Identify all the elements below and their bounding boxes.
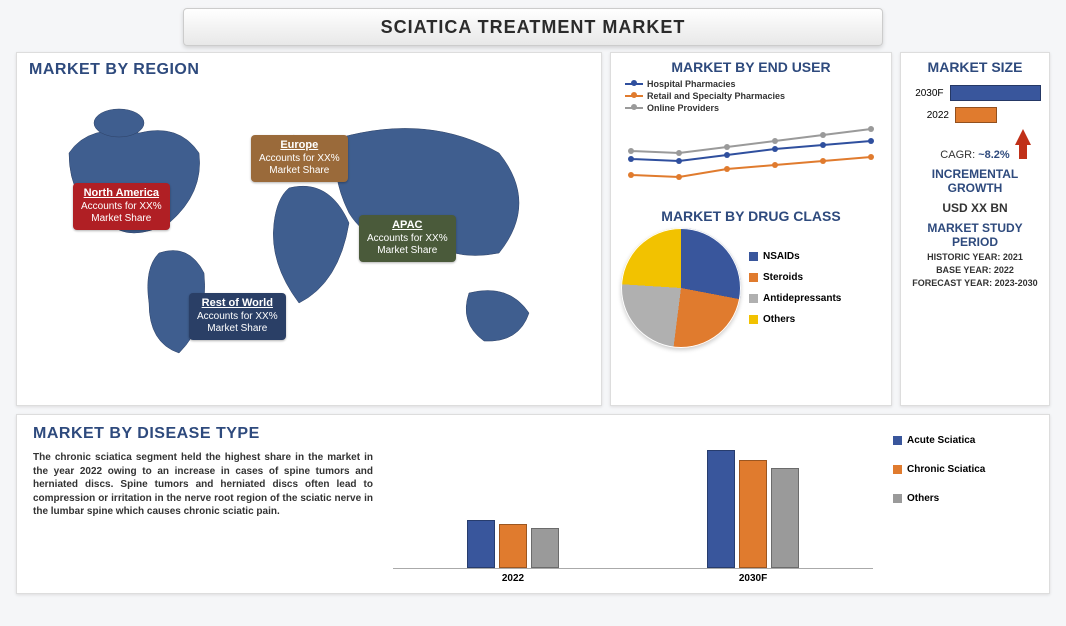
disease-panel: MARKET BY DISEASE TYPE The chronic sciat… <box>16 414 1050 594</box>
bar <box>531 528 559 568</box>
bar <box>499 524 527 568</box>
incremental-title: INCREMENTAL GROWTH <box>909 167 1041 195</box>
end-user-line-chart <box>621 115 881 195</box>
arrow-up-icon <box>1015 129 1031 145</box>
drug-class-title: MARKET BY DRUG CLASS <box>621 208 881 224</box>
cagr-value: ~8.2% <box>978 149 1010 161</box>
legend-item: Antidepressants <box>749 293 841 304</box>
period-title: MARKET STUDY PERIOD <box>909 221 1041 249</box>
legend-item: Online Providers <box>625 103 881 113</box>
main-row: MARKET BY REGION North AmericaAccounts f… <box>0 46 1066 406</box>
pie-wrap: NSAIDs Steroids Antidepressants Others <box>621 228 881 348</box>
disease-bar-chart: 2022 2030F <box>393 425 873 569</box>
disease-legend: Acute Sciatica Chronic Sciatica Others <box>893 425 1033 583</box>
legend-item: Steroids <box>749 272 841 283</box>
bar-group: 2030F <box>707 438 799 568</box>
incremental-value: USD XX BN <box>909 201 1041 215</box>
drug-class-pie <box>621 228 741 348</box>
market-size-panel: MARKET SIZE 2030F 2022 CAGR: ~8.2% INCREM… <box>900 52 1050 406</box>
legend-item: Retail and Specialty Pharmacies <box>625 91 881 101</box>
bar-group: 2022 <box>467 438 559 568</box>
market-size-title: MARKET SIZE <box>909 59 1041 75</box>
cagr-label: CAGR: <box>940 149 975 161</box>
group-label: 2030F <box>739 573 767 584</box>
region-tag: North AmericaAccounts for XX%Market Shar… <box>73 183 170 230</box>
region-tag: Rest of WorldAccounts for XX%Market Shar… <box>189 293 286 340</box>
period-line: FORECAST YEAR: 2023-2030 <box>909 278 1041 288</box>
world-map: North AmericaAccounts for XX%Market Shar… <box>29 83 589 383</box>
size-bar-row: 2030F <box>909 85 1041 101</box>
legend-item: Acute Sciatica <box>893 435 1033 446</box>
period-line: BASE YEAR: 2022 <box>909 265 1041 275</box>
title-banner: SCIATICA TREATMENT MARKET <box>183 8 883 46</box>
legend-item: Others <box>749 314 841 325</box>
legend-item: Others <box>893 493 1033 504</box>
period-line: HISTORIC YEAR: 2021 <box>909 252 1041 262</box>
group-label: 2022 <box>502 573 524 584</box>
bar <box>739 460 767 568</box>
period-lines: HISTORIC YEAR: 2021 BASE YEAR: 2022 FORECA… <box>909 252 1041 288</box>
disease-desc: The chronic sciatica segment held the hi… <box>33 451 373 519</box>
drug-class-legend: NSAIDs Steroids Antidepressants Others <box>749 251 841 325</box>
size-bar-row: 2022 <box>909 107 1041 123</box>
bar <box>467 520 495 568</box>
bar <box>707 450 735 568</box>
region-tag: EuropeAccounts for XX%Market Share <box>251 135 348 182</box>
legend-item: NSAIDs <box>749 251 841 262</box>
end-user-title: MARKET BY END USER <box>621 59 881 75</box>
region-title: MARKET BY REGION <box>29 61 589 79</box>
page-title: SCIATICA TREATMENT MARKET <box>381 17 686 38</box>
region-tag: APACAccounts for XX%Market Share <box>359 215 456 262</box>
legend-item: Chronic Sciatica <box>893 464 1033 475</box>
disease-text-block: MARKET BY DISEASE TYPE The chronic sciat… <box>33 425 373 583</box>
map-svg <box>29 83 589 383</box>
disease-title: MARKET BY DISEASE TYPE <box>33 425 373 443</box>
size-bars: 2030F 2022 <box>909 85 1041 123</box>
line-legend: Hospital Pharmacies Retail and Specialty … <box>625 79 881 113</box>
region-panel: MARKET BY REGION North AmericaAccounts f… <box>16 52 602 406</box>
legend-item: Hospital Pharmacies <box>625 79 881 89</box>
charts-panel: MARKET BY END USER Hospital Pharmacies Re… <box>610 52 892 406</box>
bar <box>771 468 799 568</box>
